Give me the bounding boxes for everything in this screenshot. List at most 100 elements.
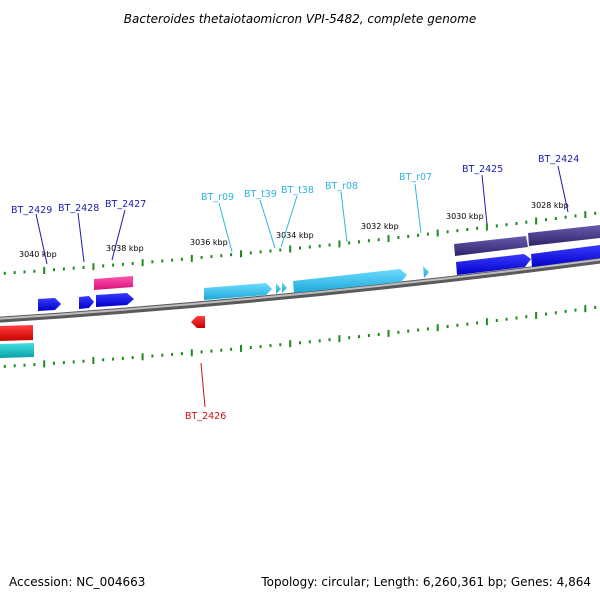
upper-ruler-tick xyxy=(3,271,6,275)
lower-ruler-tick xyxy=(387,329,390,337)
gene-block-purple-1[interactable] xyxy=(454,236,528,256)
lower-ruler-tick xyxy=(210,349,213,353)
upper-ruler-tick xyxy=(13,271,16,275)
upper-ruler-tick xyxy=(131,262,134,265)
upper-ruler-tick xyxy=(43,267,46,274)
gene-label-bt2427[interactable]: BT_2427 xyxy=(105,199,146,210)
gene-arrow-bt2426[interactable] xyxy=(191,316,205,328)
upper-ruler-tick xyxy=(141,259,144,267)
lower-ruler-tick xyxy=(53,361,55,365)
gene-arrow-btt38[interactable] xyxy=(282,282,287,293)
upper-ruler-tick xyxy=(240,250,242,258)
upper-ruler-tick xyxy=(121,262,124,266)
lower-ruler-tick xyxy=(485,318,488,326)
upper-ruler-tick xyxy=(417,233,420,237)
lower-ruler-tick xyxy=(141,353,144,361)
lower-ruler-tick xyxy=(318,339,321,343)
upper-ruler-tick xyxy=(515,222,518,225)
gene-arrow-bt2427[interactable] xyxy=(96,293,134,307)
lower-ruler-tick xyxy=(407,329,410,333)
gene-arrow-bt2428[interactable] xyxy=(79,296,94,309)
kbp-label-3028: 3028 kbp xyxy=(531,201,569,210)
upper-ruler-tick xyxy=(545,218,547,222)
gene-label-btt38[interactable]: BT_t38 xyxy=(281,185,314,196)
leader-btt39 xyxy=(259,199,276,249)
upper-ruler-tick xyxy=(161,259,164,263)
upper-ruler-tick xyxy=(407,234,410,238)
gene-label-bt2429[interactable]: BT_2429 xyxy=(11,205,52,216)
upper-ruler-tick xyxy=(62,267,65,271)
gene-block-purple-2[interactable] xyxy=(528,225,600,246)
lower-ruler-tick xyxy=(466,322,469,326)
lower-ruler-tick xyxy=(269,344,272,348)
gene-label-btr09[interactable]: BT_r09 xyxy=(201,192,234,203)
upper-ruler-tick xyxy=(574,214,577,218)
map-title: Bacteroides thetaiotaomicron VPI-5482, c… xyxy=(124,12,476,26)
upper-ruler-tick xyxy=(505,223,508,227)
gene-arrow-btt39[interactable] xyxy=(276,283,281,294)
gene-label-bt2425[interactable]: BT_2425 xyxy=(462,164,503,175)
gene-arrow-btr09[interactable] xyxy=(204,283,272,300)
kbp-label-3036: 3036 kbp xyxy=(190,238,228,247)
gene-label-bt2428[interactable]: BT_2428 xyxy=(58,203,99,214)
upper-ruler-tick xyxy=(220,254,223,258)
lower-ruler-tick xyxy=(584,305,587,313)
lower-ruler-tick xyxy=(289,340,292,348)
leader-btr07 xyxy=(414,183,422,234)
upper-ruler-tick xyxy=(102,264,105,268)
gene-label-bt2426[interactable]: BT_2426 xyxy=(185,411,226,422)
gene-label-btr07[interactable]: BT_r07 xyxy=(399,172,432,183)
upper-ruler-tick xyxy=(466,228,469,231)
leader-btr08 xyxy=(340,191,348,243)
lower-ruler-tick xyxy=(102,358,105,362)
gene-arrow-bt2424[interactable] xyxy=(531,245,600,267)
gene-block-red-left[interactable] xyxy=(0,325,33,341)
gene-arrow-btr08[interactable] xyxy=(293,269,407,293)
gene-arrow-bt2429[interactable] xyxy=(38,298,61,311)
upper-ruler-tick xyxy=(259,250,262,254)
upper-ruler-tick xyxy=(289,245,292,253)
upper-ruler-tick xyxy=(230,253,233,257)
lower-ruler-tick xyxy=(505,317,508,321)
lower-ruler-tick xyxy=(495,319,498,322)
gene-label-btr08[interactable]: BT_r08 xyxy=(325,181,358,192)
kbp-label-3038: 3038 kbp xyxy=(106,244,144,253)
lower-ruler-tick xyxy=(13,364,16,368)
lower-ruler-tick xyxy=(308,340,311,344)
upper-ruler-tick xyxy=(92,263,95,271)
leader-btt38 xyxy=(280,195,298,248)
lower-ruler-tick xyxy=(328,338,331,342)
gene-label-btt39[interactable]: BT_t39 xyxy=(244,189,277,200)
lower-ruler-tick xyxy=(525,315,528,319)
lower-ruler-tick xyxy=(535,311,538,319)
gene-arrow-bt2425[interactable] xyxy=(456,254,531,275)
kbp-label-3030: 3030 kbp xyxy=(446,212,484,221)
upper-ruler-tick xyxy=(387,235,390,243)
leader-bt2424 xyxy=(557,165,569,213)
lower-ruler-tick xyxy=(446,325,449,328)
gene-arrow-btr07[interactable] xyxy=(423,266,429,278)
lower-ruler-tick xyxy=(397,330,400,334)
topology-text: Topology: circular; Length: 6,260,361 bp… xyxy=(260,575,591,589)
lower-ruler-tick xyxy=(456,323,459,327)
upper-ruler-tick xyxy=(338,240,341,248)
lower-ruler-tick xyxy=(279,343,282,347)
kbp-label-3034: 3034 kbp xyxy=(276,231,314,240)
upper-ruler-tick xyxy=(446,230,449,234)
gene-block-teal-left[interactable] xyxy=(0,343,34,358)
leader-bt2428 xyxy=(77,212,85,263)
lower-ruler-tick xyxy=(574,308,577,312)
lower-ruler-ticks xyxy=(3,305,597,368)
lower-ruler-tick xyxy=(230,347,233,351)
gene-block-pink[interactable] xyxy=(94,276,133,290)
upper-ruler-tick xyxy=(535,217,538,225)
lower-ruler-tick xyxy=(545,312,547,316)
leader-bt2425 xyxy=(481,174,488,225)
lower-ruler-tick xyxy=(299,341,301,345)
gene-label-bt2424[interactable]: BT_2424 xyxy=(538,154,579,165)
upper-ruler-tick xyxy=(180,257,183,261)
lower-ruler-tick xyxy=(338,335,341,343)
lower-ruler-tick xyxy=(180,352,183,356)
upper-ruler-tick xyxy=(594,211,597,215)
upper-ruler-tick xyxy=(190,254,193,262)
